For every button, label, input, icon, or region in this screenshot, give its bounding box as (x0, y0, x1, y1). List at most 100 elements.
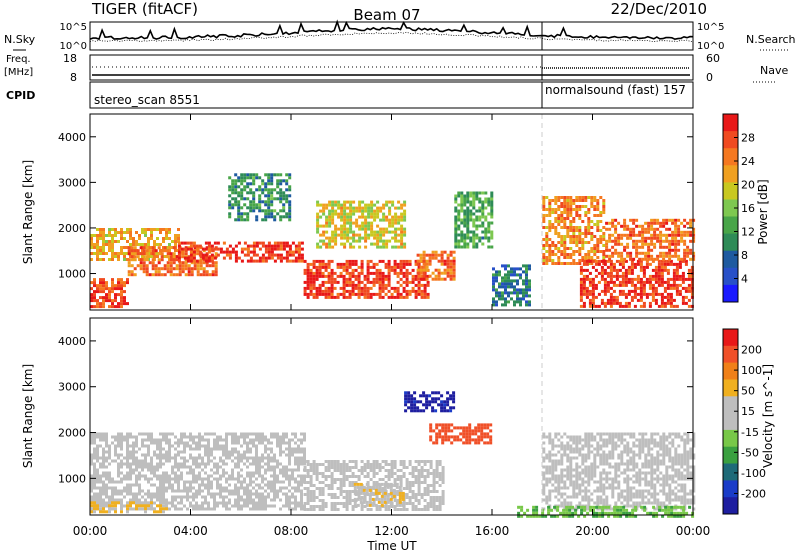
data-cell (261, 456, 264, 460)
data-cell (587, 250, 591, 253)
data-cell (624, 268, 628, 272)
data-cell (662, 221, 666, 225)
data-cell (228, 250, 232, 254)
data-cell (138, 504, 141, 508)
data-cell (413, 400, 417, 404)
data-cell (282, 215, 286, 219)
data-cell (452, 268, 456, 272)
data-cell (490, 233, 494, 237)
data-cell (452, 250, 456, 254)
data-cell (630, 289, 634, 293)
data-cell (507, 282, 510, 286)
data-cell (379, 233, 383, 237)
data-cell (403, 245, 407, 249)
data-cell (316, 245, 320, 249)
data-cell (252, 253, 256, 257)
data-cell (606, 298, 610, 302)
data-cell (434, 253, 438, 257)
freq-panel: Freq. [MHz] 18 8 60 0 Nave (4, 52, 788, 84)
data-cell (449, 250, 453, 254)
data-cell (662, 245, 666, 249)
data-cell (132, 456, 135, 460)
data-cell (410, 409, 414, 413)
data-cell (133, 249, 137, 253)
data-cell (114, 435, 117, 439)
data-cell (498, 294, 501, 298)
data-cell (454, 194, 458, 198)
data-cell (554, 199, 558, 202)
data-cell (93, 296, 96, 300)
data-cell (159, 462, 162, 466)
data-cell (96, 255, 99, 258)
data-cell (294, 432, 297, 436)
data-cell (426, 274, 430, 278)
data-cell (324, 466, 328, 469)
data-cell (279, 498, 282, 502)
data-cell (405, 478, 409, 481)
data-cell (569, 220, 573, 223)
data-cell (624, 259, 628, 263)
data-cell (393, 472, 397, 475)
data-cell (252, 209, 256, 213)
data-cell (360, 496, 364, 499)
data-cell (361, 224, 365, 228)
data-cell (189, 501, 192, 505)
data-cell (303, 268, 307, 272)
data-cell (129, 498, 132, 502)
data-cell (585, 277, 589, 281)
data-cell (102, 456, 105, 460)
data-cell (162, 501, 165, 505)
data-cell (159, 432, 162, 436)
data-cell (614, 236, 618, 240)
data-cell (135, 240, 138, 243)
data-cell (162, 495, 165, 499)
data-cell (303, 432, 306, 436)
data-cell (645, 262, 649, 266)
data-cell (360, 466, 364, 469)
data-cell (507, 279, 510, 283)
data-cell (237, 498, 240, 502)
data-cell (258, 435, 261, 439)
data-cell (584, 226, 588, 229)
data-cell (680, 221, 684, 225)
data-cell (246, 173, 250, 177)
data-cell (336, 274, 340, 278)
data-cell (642, 301, 646, 305)
data-cell (175, 255, 179, 259)
data-cell (177, 495, 180, 499)
data-cell (270, 247, 274, 251)
data-cell (105, 495, 108, 499)
data-cell (579, 280, 583, 284)
data-cell (620, 251, 624, 255)
data-cell (156, 252, 159, 255)
data-cell (159, 459, 162, 463)
data-cell (186, 492, 189, 496)
data-cell (93, 504, 96, 508)
data-cell (351, 262, 355, 266)
data-cell (174, 435, 177, 439)
data-cell (460, 230, 464, 234)
data-cell (618, 301, 622, 305)
data-cell (142, 252, 146, 256)
data-cell (374, 488, 378, 492)
data-cell (300, 256, 304, 260)
data-cell (132, 435, 135, 439)
data-cell (165, 453, 168, 457)
data-cell (300, 432, 303, 436)
data-cell (252, 179, 256, 183)
data-cell (560, 214, 564, 217)
data-cell (285, 200, 289, 204)
data-cell (434, 397, 438, 401)
data-cell (411, 475, 415, 478)
data-cell (114, 447, 117, 451)
data-cell (425, 403, 429, 407)
data-cell (609, 265, 613, 269)
data-cell (202, 258, 206, 262)
data-cell (234, 173, 238, 177)
data-cell (237, 465, 240, 469)
data-cell (129, 462, 132, 466)
data-cell (135, 231, 138, 234)
data-cell (303, 466, 307, 469)
data-cell (554, 211, 558, 214)
data-cell (387, 463, 391, 466)
